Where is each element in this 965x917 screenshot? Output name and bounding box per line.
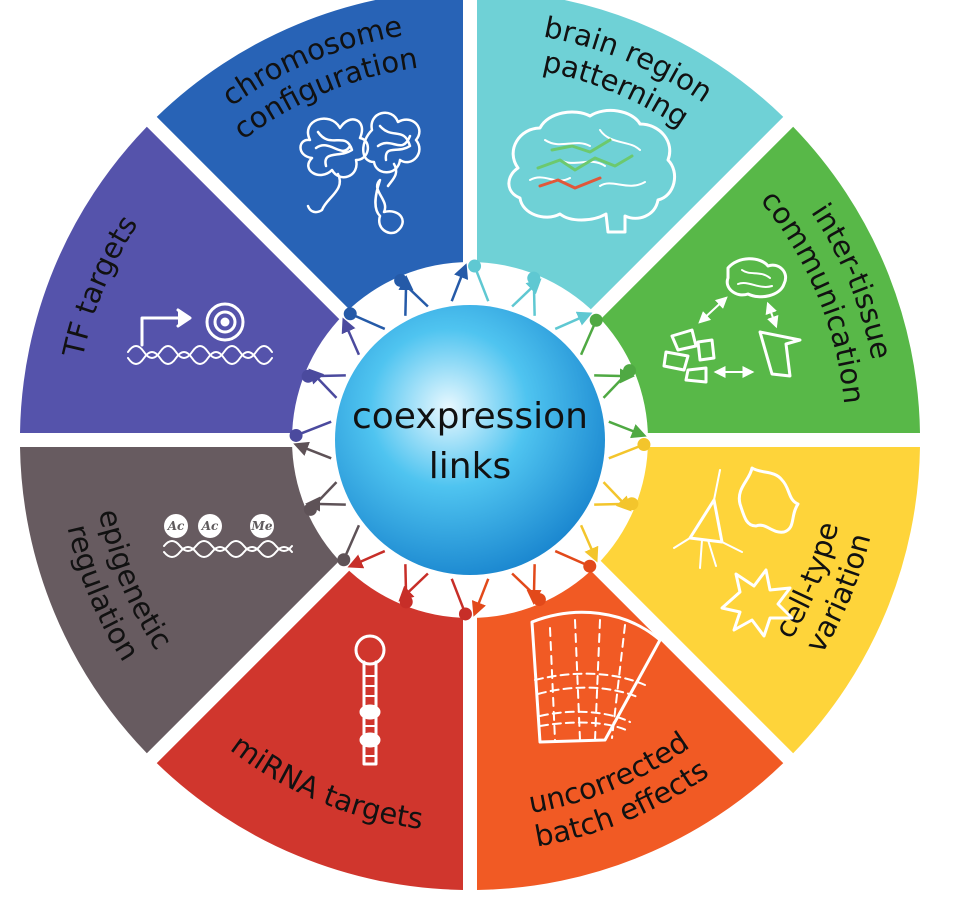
hairpin-icon	[354, 634, 386, 766]
gel-icon	[530, 610, 662, 744]
link-ball	[337, 553, 351, 567]
link-line	[341, 317, 361, 356]
link-ball	[637, 438, 651, 452]
center-title-line1: coexpression	[352, 396, 588, 437]
segment-mirna-targets	[156, 563, 463, 890]
segment-cell-type-variation	[593, 447, 920, 754]
link-ball	[289, 428, 303, 442]
link-line	[293, 441, 332, 460]
histone-mark-ac: Ac	[167, 519, 185, 533]
link-line	[471, 578, 490, 617]
link-ball	[343, 307, 357, 321]
center-title-line2: links	[429, 446, 511, 487]
link-ball	[458, 607, 472, 621]
link-line	[608, 420, 647, 439]
promoter-icon	[127, 302, 273, 365]
cells-icon	[673, 466, 800, 638]
segment-uncorrected-batch-effects	[477, 563, 784, 890]
link-ball	[625, 497, 639, 511]
segment-inter-tissue-communication	[593, 126, 920, 433]
link-line	[347, 549, 386, 569]
link-line	[579, 524, 599, 563]
link-ball	[468, 259, 482, 273]
brain-icon	[507, 108, 677, 234]
link-ball	[394, 273, 408, 287]
chromatin-marks-icon	[163, 514, 293, 558]
center-circle	[335, 305, 605, 575]
link-ball	[589, 313, 603, 327]
link-ball	[527, 271, 541, 285]
link-ball	[399, 595, 413, 609]
histone-mark-ac: Ac	[201, 519, 219, 533]
chromosome-icon	[299, 111, 421, 235]
organs-icon	[662, 257, 802, 384]
link-ball	[583, 559, 597, 573]
histone-mark-me: Me	[251, 519, 273, 533]
link-ball	[532, 593, 546, 607]
link-ball	[303, 502, 317, 516]
link-line	[554, 311, 593, 331]
link-line	[450, 263, 469, 302]
link-ball	[623, 364, 637, 378]
center-sphere: coexpression links	[335, 305, 605, 575]
segment-tf-targets	[20, 126, 347, 433]
link-ball	[301, 369, 315, 383]
